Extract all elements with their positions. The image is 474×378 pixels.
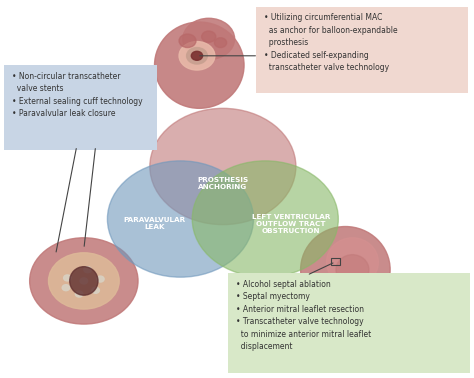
- Ellipse shape: [150, 108, 296, 225]
- FancyBboxPatch shape: [256, 7, 468, 93]
- Circle shape: [191, 51, 202, 60]
- Circle shape: [179, 34, 196, 48]
- FancyBboxPatch shape: [228, 273, 470, 373]
- Circle shape: [75, 291, 83, 297]
- Ellipse shape: [108, 161, 254, 277]
- Circle shape: [84, 266, 91, 273]
- Circle shape: [92, 287, 100, 293]
- Ellipse shape: [336, 255, 369, 285]
- Circle shape: [80, 278, 88, 284]
- Ellipse shape: [183, 18, 235, 60]
- Circle shape: [214, 38, 227, 48]
- Ellipse shape: [155, 22, 244, 108]
- Ellipse shape: [30, 238, 138, 324]
- Circle shape: [201, 31, 216, 42]
- Text: • Non-circular transcatheter
  valve stents
• External sealing cuff technology
•: • Non-circular transcatheter valve stent…: [12, 71, 142, 118]
- Circle shape: [62, 285, 70, 291]
- Circle shape: [179, 42, 215, 70]
- Ellipse shape: [327, 238, 378, 287]
- Text: • Utilizing circumferential MAC
  as anchor for balloon-expandable
  prosthesis
: • Utilizing circumferential MAC as ancho…: [264, 13, 398, 73]
- Circle shape: [64, 275, 71, 281]
- Circle shape: [97, 276, 104, 282]
- Ellipse shape: [192, 161, 338, 277]
- Text: PROSTHESIS
ANCHORING: PROSTHESIS ANCHORING: [197, 177, 248, 190]
- Circle shape: [187, 48, 207, 64]
- Ellipse shape: [70, 266, 98, 295]
- Ellipse shape: [301, 226, 390, 313]
- Ellipse shape: [48, 253, 119, 309]
- Text: LEFT VENTRICULAR
OUTFLOW TRACT
OBSTRUCTION: LEFT VENTRICULAR OUTFLOW TRACT OBSTRUCTI…: [252, 214, 330, 234]
- Text: • Alcohol septal ablation
• Septal myectomy
• Anterior mitral leaflet resection
: • Alcohol septal ablation • Septal myect…: [236, 280, 371, 351]
- Text: PARAVALVULAR
LEAK: PARAVALVULAR LEAK: [123, 217, 186, 230]
- FancyBboxPatch shape: [4, 65, 157, 150]
